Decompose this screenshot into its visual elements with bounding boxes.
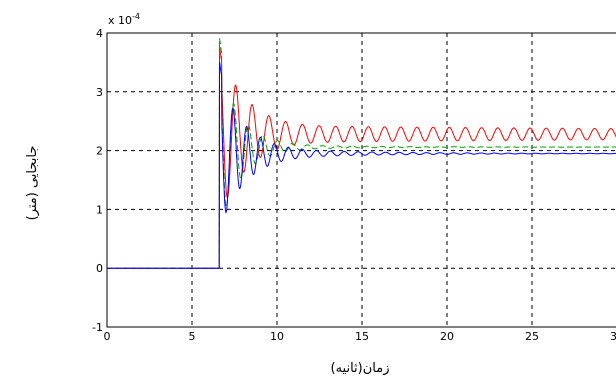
y-tick-label: 4 (96, 27, 103, 40)
x-tick-label: 30 (610, 330, 616, 343)
y-tick-label: 2 (96, 145, 103, 158)
x-tick-label: 20 (440, 330, 454, 343)
y-tick-label: 0 (96, 262, 103, 275)
y-axis-label: جابجایی (متر) (25, 146, 40, 221)
x-tick-label: 5 (189, 330, 196, 343)
series-group (107, 38, 616, 269)
x-tick-labels: 0 5 10 15 20 25 30 (104, 330, 616, 343)
y-tick-label: 1 (96, 203, 103, 216)
x-tick-label: 10 (270, 330, 284, 343)
x-tick-label: 25 (525, 330, 539, 343)
multiplier-label: x 10-4 (108, 12, 140, 27)
y-tick-label: 3 (96, 86, 103, 99)
x-tick-label: 15 (355, 330, 369, 343)
x-axis-label: زمان(ثانیه) (331, 361, 390, 376)
x-tick-label: 0 (104, 330, 111, 343)
y-tick-labels: -1 0 1 2 3 4 (92, 27, 103, 334)
series-line-3 (107, 61, 616, 269)
grid-lines (107, 33, 616, 327)
y-tick-label: -1 (92, 321, 103, 334)
